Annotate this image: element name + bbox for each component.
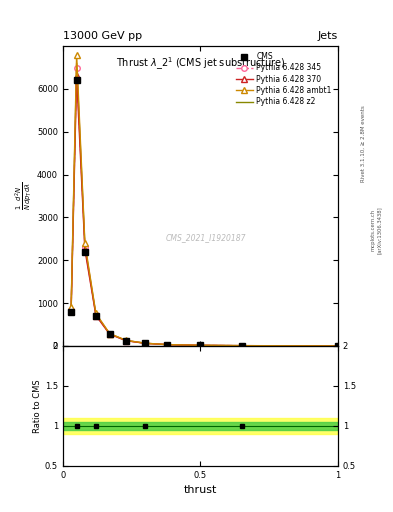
Text: Rivet 3.1.10, ≥ 2.8M events: Rivet 3.1.10, ≥ 2.8M events xyxy=(361,105,366,182)
Text: 13000 GeV pp: 13000 GeV pp xyxy=(63,31,142,41)
Y-axis label: $\frac{1}{N}\frac{d^2N}{dp_T d\lambda}$: $\frac{1}{N}\frac{d^2N}{dp_T d\lambda}$ xyxy=(13,182,34,210)
Legend: CMS, Pythia 6.428 345, Pythia 6.428 370, Pythia 6.428 ambt1, Pythia 6.428 z2: CMS, Pythia 6.428 345, Pythia 6.428 370,… xyxy=(233,50,334,109)
X-axis label: thrust: thrust xyxy=(184,485,217,495)
Bar xyxy=(63,422,338,430)
Text: Thrust $\lambda\_2^1$ (CMS jet substructure): Thrust $\lambda\_2^1$ (CMS jet substruct… xyxy=(116,55,285,72)
Text: CMS_2021_I1920187: CMS_2021_I1920187 xyxy=(166,233,246,243)
Text: Jets: Jets xyxy=(318,31,338,41)
Text: [arXiv:1306.3438]: [arXiv:1306.3438] xyxy=(377,206,382,254)
Y-axis label: Ratio to CMS: Ratio to CMS xyxy=(33,379,42,433)
Text: mcplots.cern.ch: mcplots.cern.ch xyxy=(371,209,376,251)
Bar xyxy=(63,418,338,434)
